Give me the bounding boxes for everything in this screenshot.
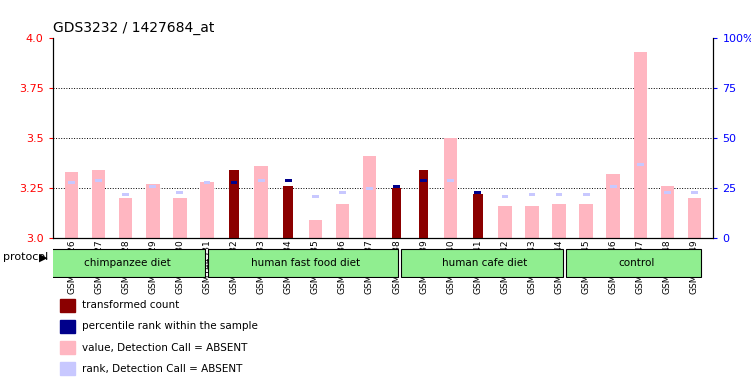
Bar: [579, 204, 593, 238]
Bar: [502, 195, 508, 198]
Bar: [419, 170, 428, 238]
Bar: [285, 179, 291, 182]
Bar: [309, 220, 322, 238]
Bar: [204, 181, 210, 184]
Text: protocol: protocol: [3, 252, 48, 262]
Bar: [122, 193, 129, 196]
Bar: [610, 185, 617, 188]
Bar: [149, 185, 156, 188]
Text: value, Detection Call = ABSENT: value, Detection Call = ABSENT: [82, 343, 247, 353]
Text: rank, Detection Call = ABSENT: rank, Detection Call = ABSENT: [82, 364, 243, 374]
Bar: [258, 179, 264, 182]
Bar: [255, 166, 268, 238]
Bar: [65, 172, 78, 238]
Bar: [336, 204, 349, 238]
Bar: [95, 179, 102, 182]
Bar: [201, 182, 214, 238]
Bar: [59, 362, 75, 376]
Bar: [392, 188, 401, 238]
Bar: [339, 191, 345, 194]
Bar: [475, 191, 481, 194]
Bar: [448, 179, 454, 182]
Text: ▶: ▶: [39, 252, 47, 262]
Bar: [583, 193, 590, 196]
Bar: [498, 206, 511, 238]
Text: percentile rank within the sample: percentile rank within the sample: [82, 321, 258, 331]
Bar: [366, 187, 372, 190]
Text: human fast food diet: human fast food diet: [252, 258, 360, 268]
Bar: [283, 186, 293, 238]
Bar: [229, 170, 239, 238]
Bar: [552, 204, 566, 238]
Bar: [634, 52, 647, 238]
Bar: [607, 174, 620, 238]
Text: control: control: [618, 258, 655, 268]
Text: chimpanzee diet: chimpanzee diet: [83, 258, 170, 268]
Bar: [691, 191, 698, 194]
Bar: [92, 170, 105, 238]
FancyBboxPatch shape: [401, 249, 563, 277]
Bar: [529, 193, 535, 196]
Bar: [473, 194, 483, 238]
Bar: [59, 341, 75, 354]
Bar: [312, 195, 318, 198]
Bar: [556, 193, 562, 196]
Bar: [59, 299, 75, 312]
Bar: [59, 319, 75, 333]
FancyBboxPatch shape: [208, 249, 398, 277]
Bar: [231, 181, 237, 184]
Bar: [688, 198, 701, 238]
Bar: [176, 191, 183, 194]
Bar: [119, 198, 132, 238]
Bar: [661, 186, 674, 238]
FancyBboxPatch shape: [566, 249, 701, 277]
Text: GDS3232 / 1427684_at: GDS3232 / 1427684_at: [53, 21, 214, 35]
Bar: [525, 206, 538, 238]
Bar: [421, 179, 427, 182]
Bar: [444, 138, 457, 238]
FancyBboxPatch shape: [43, 249, 206, 277]
Bar: [68, 181, 75, 184]
Bar: [394, 185, 400, 188]
Bar: [664, 191, 671, 194]
Bar: [363, 156, 376, 238]
Text: transformed count: transformed count: [82, 300, 179, 310]
Text: human cafe diet: human cafe diet: [442, 258, 527, 268]
Bar: [173, 198, 187, 238]
Bar: [637, 163, 644, 166]
Bar: [146, 184, 159, 238]
